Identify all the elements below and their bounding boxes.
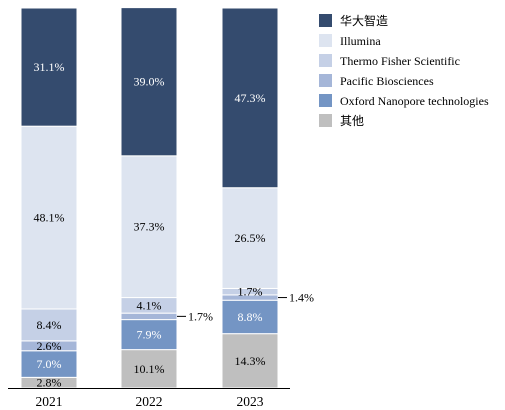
legend-label-pacific-biosciences: Pacific Biosciences [340, 74, 434, 88]
bar-2021-thermo-fisher-scientific [20, 308, 78, 342]
data-label-2023-other: 14.3% [235, 354, 266, 368]
data-label-2023-illumina: 26.5% [235, 231, 266, 245]
data-label-2022-thermo-fisher-scientific: 4.1% [137, 298, 162, 312]
bar-2021-other [20, 7, 78, 127]
legend-swatch-illumina [319, 34, 332, 47]
legend-item-other: 华大智造 [319, 13, 388, 28]
legend-label-other: 其他 [340, 114, 364, 128]
data-label-2023-other: 47.3% [235, 91, 266, 105]
legend-label-thermo-fisher-scientific: Thermo Fisher Scientific [340, 54, 460, 68]
x-tick-labels-group: 2021 2022 2023 [36, 394, 264, 409]
data-label-2021-pacific-biosciences: 2.6% [37, 339, 62, 353]
callouts-group: 1.7% 1.4% [177, 291, 314, 323]
segment-labels-group: 2.8% 7.0% 2.6% 8.4% 48.1% 31.1% 10.1% 7.9% 4.1% 3… [34, 60, 266, 390]
data-label-2021-other: 2.8% [37, 376, 62, 390]
callout-label-2022: 1.7% [188, 309, 213, 323]
legend-item-oxford-nanopore-technologies: Oxford Nanopore technologies [319, 94, 489, 108]
data-label-2021-thermo-fisher-scientific: 8.4% [37, 318, 62, 332]
data-label-2021-oxford-nanopore-technologies: 7.0% [37, 357, 62, 371]
legend-item-other: 其他 [319, 114, 364, 128]
data-label-2021-other: 31.1% [34, 60, 65, 74]
callout-label-2023: 1.4% [289, 291, 314, 305]
x-tick-label-2023: 2023 [237, 394, 264, 409]
data-label-2022-illumina: 37.3% [134, 220, 165, 234]
data-label-2022-other: 10.1% [134, 362, 165, 376]
bars-group [20, 7, 279, 389]
data-label-2022-other: 39.0% [134, 75, 165, 89]
bar-2022-other [120, 7, 178, 157]
legend-item-pacific-biosciences: Pacific Biosciences [319, 74, 434, 88]
data-label-2023-oxford-nanopore-technologies: 8.8% [238, 310, 263, 324]
data-label-2021-illumina: 48.1% [34, 211, 65, 225]
data-label-2023-thermo-fisher-scientific: 1.7% [238, 285, 263, 299]
legend-item-illumina: Illumina [319, 34, 381, 48]
legend: 华大智造 Illumina Thermo Fisher Scientific Paci… [319, 13, 489, 128]
legend-label-oxford-nanopore-technologies: Oxford Nanopore technologies [340, 94, 489, 108]
x-tick-label-2022: 2022 [136, 394, 163, 409]
bar-2023-oxford-nanopore-technologies [221, 299, 279, 335]
legend-item-thermo-fisher-scientific: Thermo Fisher Scientific [319, 54, 460, 68]
legend-label-illumina: Illumina [340, 34, 381, 48]
legend-swatch-thermo-fisher-scientific [319, 54, 332, 67]
bar-2023-illumina [221, 187, 279, 289]
legend-swatch-pacific-biosciences [319, 74, 332, 87]
legend-swatch-other [319, 114, 332, 127]
legend-label-other: 华大智造 [340, 13, 388, 28]
x-tick-label-2021: 2021 [36, 394, 63, 409]
bar-2021-illumina [20, 125, 78, 310]
bar-2023-other [221, 7, 279, 189]
bar-2022-pacific-biosciences [120, 312, 178, 321]
data-label-2022-oxford-nanopore-technologies: 7.9% [137, 328, 162, 342]
legend-swatch-oxford-nanopore-technologies [319, 94, 332, 107]
legend-swatch-other [319, 14, 332, 27]
